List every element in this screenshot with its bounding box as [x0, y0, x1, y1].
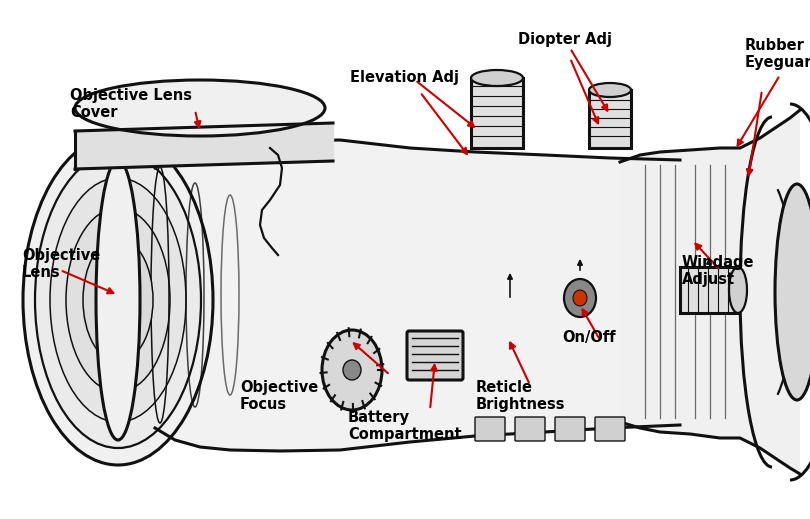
Ellipse shape	[322, 330, 382, 410]
Polygon shape	[620, 110, 800, 474]
Text: Objective Lens
Cover: Objective Lens Cover	[70, 88, 192, 120]
FancyBboxPatch shape	[407, 331, 463, 380]
Polygon shape	[589, 90, 631, 148]
Ellipse shape	[66, 208, 170, 392]
Polygon shape	[471, 78, 523, 148]
Polygon shape	[680, 267, 738, 313]
Text: Rubber
Eyeguard: Rubber Eyeguard	[745, 38, 810, 71]
FancyBboxPatch shape	[555, 417, 585, 441]
Ellipse shape	[35, 152, 201, 448]
Text: Diopter Adj: Diopter Adj	[518, 32, 612, 47]
Ellipse shape	[23, 135, 213, 465]
Ellipse shape	[50, 178, 186, 422]
Polygon shape	[155, 140, 680, 451]
Text: Battery
Compartment: Battery Compartment	[348, 410, 462, 442]
Ellipse shape	[589, 83, 631, 97]
Text: Objective
Lens: Objective Lens	[22, 248, 100, 280]
Ellipse shape	[729, 267, 747, 313]
FancyBboxPatch shape	[515, 417, 545, 441]
Text: Reticle
Brightness: Reticle Brightness	[476, 380, 565, 413]
FancyBboxPatch shape	[475, 417, 505, 441]
Text: Elevation Adj: Elevation Adj	[350, 70, 459, 85]
Ellipse shape	[75, 80, 325, 136]
Ellipse shape	[343, 360, 361, 380]
Ellipse shape	[775, 184, 810, 400]
Ellipse shape	[564, 279, 596, 317]
Ellipse shape	[471, 70, 523, 86]
Ellipse shape	[83, 238, 153, 362]
FancyBboxPatch shape	[595, 417, 625, 441]
Ellipse shape	[96, 160, 140, 440]
Ellipse shape	[573, 290, 587, 306]
Text: Objective
Focus: Objective Focus	[240, 380, 318, 413]
Text: Windage
Adjust: Windage Adjust	[682, 255, 754, 288]
Text: On/Off: On/Off	[562, 330, 616, 345]
